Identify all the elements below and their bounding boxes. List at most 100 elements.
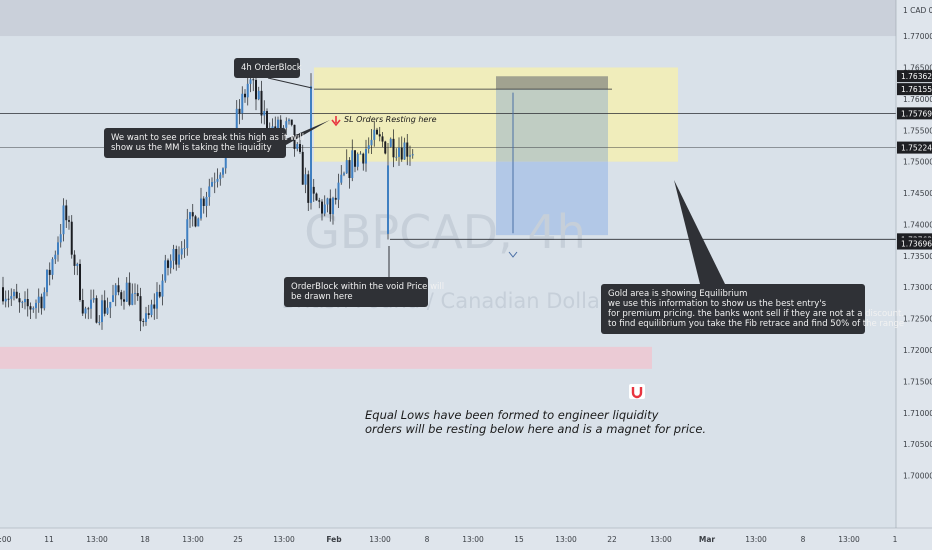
candle-body [109, 301, 112, 308]
candle [161, 274, 164, 306]
candle-body [318, 200, 321, 202]
candle [167, 258, 169, 276]
x-tick-label: 13:00 [745, 535, 767, 544]
candle-body [59, 234, 62, 243]
candle-body [279, 119, 282, 133]
candle [125, 277, 128, 303]
candle [307, 170, 310, 211]
candle [200, 187, 202, 221]
candle-body [307, 174, 310, 203]
candle [241, 86, 244, 120]
candle-body [378, 134, 381, 137]
candle [376, 127, 378, 136]
candle [345, 149, 348, 174]
candle [7, 290, 10, 308]
candle-body [343, 173, 345, 175]
candle-body [76, 263, 79, 266]
break-high-callout: We want to see price break this high as … [104, 128, 305, 158]
equal-lows-line-1: Equal Lows have been formed to engineer … [365, 408, 659, 422]
candle-body [40, 296, 43, 309]
x-tick-label: 13:00 [650, 535, 672, 544]
candle-body [62, 205, 65, 235]
candle [362, 152, 365, 171]
connector-orderblock-4h [267, 77, 313, 89]
break-high-line-1: We want to see price break this high as … [111, 133, 305, 143]
candle [114, 283, 117, 307]
candle-body [356, 154, 359, 167]
candle [164, 254, 167, 283]
candle-body [255, 79, 257, 100]
candle [128, 272, 131, 307]
candle-body [406, 142, 409, 157]
candle [68, 215, 70, 230]
candle-body [26, 299, 29, 307]
candle-body [54, 254, 57, 260]
candle-body [249, 79, 252, 84]
candle [18, 292, 21, 313]
x-tick-label: 2:00 [0, 535, 12, 544]
candle [296, 142, 299, 152]
candle-body [299, 144, 301, 152]
candle-body [216, 178, 219, 182]
candle [387, 143, 389, 240]
candle-body [191, 212, 194, 217]
candle-body [288, 119, 290, 122]
candle-body [296, 144, 299, 149]
price-badge-bg [897, 83, 932, 96]
candle-body [43, 292, 46, 309]
gold-area-line-4: to find equilibrium you take the Fib ret… [608, 319, 905, 329]
x-tick-label: 22 [607, 535, 617, 544]
candle [216, 168, 219, 188]
x-tick-label: 13:00 [182, 535, 204, 544]
candle-body [246, 83, 249, 98]
candle-body [81, 300, 84, 314]
candle-body [381, 136, 384, 142]
candle [329, 189, 332, 222]
candle [136, 284, 139, 301]
candle-body [150, 304, 153, 316]
price-badge-bg [897, 141, 932, 154]
candle-body [252, 79, 255, 81]
y-tick-label: 1.77000 [903, 32, 932, 41]
y-tick-label: 1.75500 [903, 126, 932, 135]
candle [315, 192, 318, 201]
candle-body [200, 198, 202, 219]
candle [106, 297, 109, 316]
candle [169, 254, 172, 274]
candle-body [18, 298, 21, 303]
candle-body [326, 198, 329, 205]
candle-body [235, 108, 238, 133]
candle-body [35, 302, 37, 309]
candle [147, 304, 150, 319]
candle-body [301, 151, 304, 185]
candle [395, 148, 398, 161]
candle-body [24, 299, 26, 303]
price-badge-bg [897, 107, 932, 120]
candle [51, 257, 54, 280]
candle [392, 129, 395, 168]
candle [301, 144, 304, 185]
candle-body [167, 260, 169, 268]
candle-body [79, 263, 81, 301]
candle [222, 167, 224, 178]
candle [398, 137, 400, 166]
candle [90, 289, 92, 319]
orderblock-void-line-2: be drawn here [291, 292, 353, 302]
x-tick-label: 1 [893, 535, 898, 544]
candle [381, 132, 384, 148]
candle [332, 196, 334, 225]
candle-body [315, 193, 318, 201]
candle-body [384, 141, 387, 154]
candle [98, 315, 101, 326]
candle [356, 152, 359, 171]
candle [354, 149, 356, 173]
candle-body [332, 197, 334, 215]
magnet-icon [629, 384, 645, 399]
candle-body [32, 308, 35, 310]
connector-gold-area [674, 180, 725, 284]
stop-loss-zone [496, 76, 608, 90]
price-axis [896, 0, 932, 550]
price-badge-bg [897, 70, 932, 83]
candle-body [13, 291, 15, 297]
